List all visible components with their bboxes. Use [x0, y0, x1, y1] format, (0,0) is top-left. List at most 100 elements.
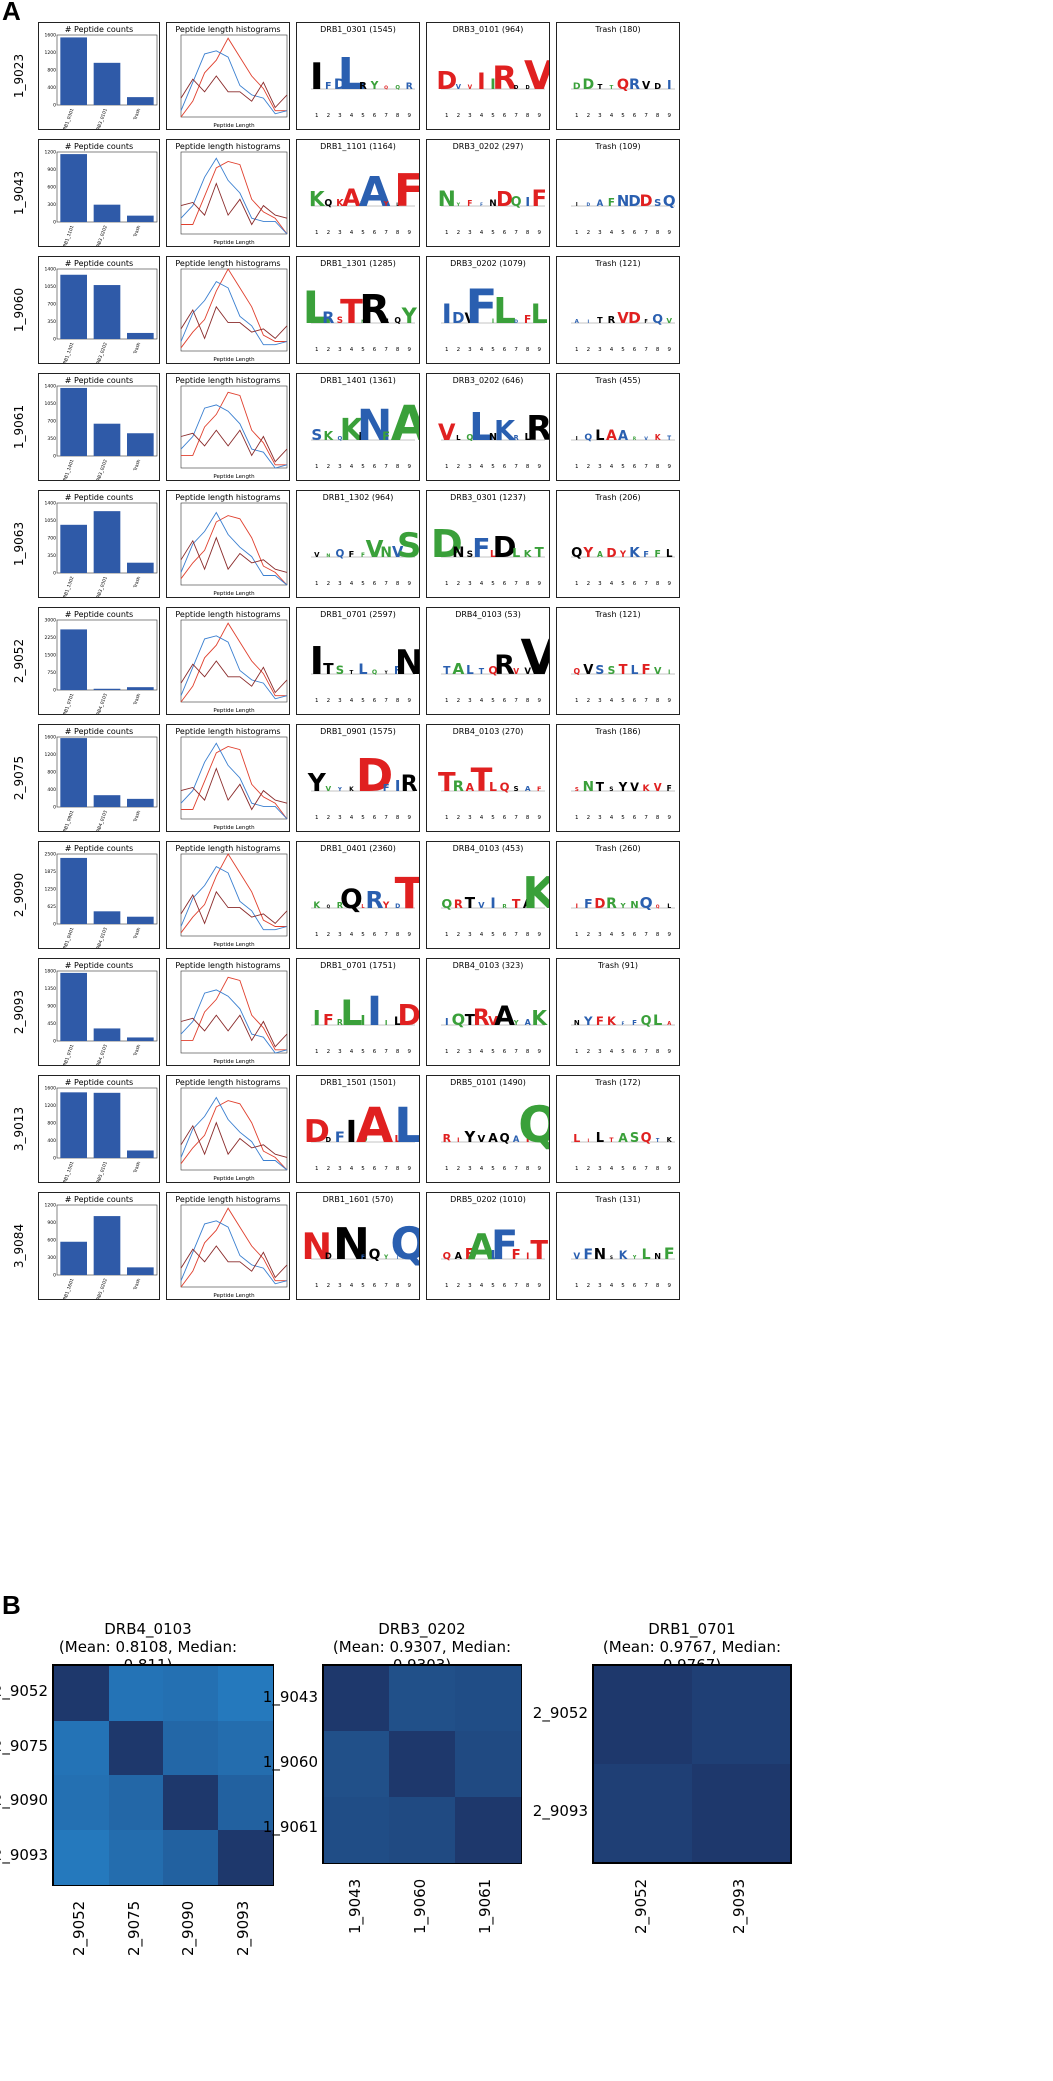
- logo-letter: T: [340, 292, 363, 331]
- logo-letter: T: [610, 85, 614, 91]
- logo-letter: F: [622, 1021, 625, 1027]
- logo-letter: T: [619, 663, 628, 678]
- peptide-length-histogram: Peptide length histograms Peptide Length: [166, 256, 290, 364]
- logo-letter: Y: [619, 901, 626, 910]
- heatmap-cell: [108, 1775, 164, 1830]
- heatmap-cell: [324, 1666, 390, 1732]
- logo-letter: L: [493, 291, 515, 332]
- histogram-series-line: [180, 890, 288, 925]
- logo-x-tick: 4: [350, 581, 354, 587]
- logo-letter: R: [406, 82, 413, 92]
- count-y-tick: 900: [47, 1004, 56, 1010]
- logo-letter: Q: [338, 436, 343, 442]
- sample-row: 3_9084 # Peptide counts DRB1_1601 DRB5_0202…: [0, 1192, 1053, 1300]
- logo-x-tick: 2: [327, 1283, 331, 1289]
- heatmap-cell: [324, 1731, 390, 1798]
- logo-title: Trash (206): [595, 493, 641, 502]
- logo-letter: T: [465, 1011, 476, 1029]
- logo-letter: T: [479, 667, 485, 676]
- sample-label-text: 1_9060: [12, 287, 26, 333]
- heatmap-x-label: 2_9052: [632, 1878, 650, 1934]
- histogram-title: Peptide length histograms: [175, 1078, 281, 1087]
- sample-label: 2_9093: [6, 958, 32, 1066]
- count-bar: [60, 37, 87, 105]
- logo-x-tick: 1: [575, 581, 579, 587]
- logo-x-tick: 6: [503, 1166, 507, 1172]
- sample-label-text: 3_9013: [12, 1106, 26, 1152]
- logo-x-tick: 4: [480, 698, 484, 704]
- peptide-counts-title: # Peptide counts: [64, 259, 134, 268]
- logo-letter: I: [668, 670, 670, 676]
- count-y-tick: 0: [53, 454, 56, 460]
- logo-letter: Y: [463, 1128, 475, 1146]
- logo-x-tick: 6: [633, 230, 637, 236]
- heatmap-cell: [217, 1775, 273, 1830]
- logo-x-tick: 3: [338, 113, 342, 119]
- sample-label-text: 1_9023: [12, 53, 26, 99]
- logo-letter: S: [338, 1255, 341, 1260]
- histogram-x-label: Peptide Length: [213, 1176, 255, 1182]
- count-y-tick: 350: [47, 436, 56, 442]
- heatmap-cell: [594, 1764, 692, 1862]
- logo-letter: R: [502, 904, 507, 910]
- logo-title: DRB1_1601 (570): [322, 1195, 394, 1204]
- logo-letter: F: [643, 549, 649, 559]
- logo-letter: S: [337, 316, 343, 326]
- histogram-x-label: Peptide Length: [213, 123, 255, 129]
- logo-letter: Y: [337, 787, 342, 793]
- logo-letter: Y: [456, 202, 461, 208]
- logo-letter: I: [346, 1115, 357, 1150]
- logo-letter: F: [664, 1244, 675, 1263]
- logo-letter: K: [524, 549, 533, 560]
- heatmap-y-label: 2_9075: [0, 1736, 48, 1755]
- logo-letter: I: [310, 639, 324, 684]
- histogram-title: Peptide length histograms: [175, 25, 281, 34]
- heatmap-x-label: 2_9052: [70, 1900, 89, 1956]
- sample-row: 1_9063 # Peptide counts DRB1_1302 DRB3_0301…: [0, 490, 1053, 598]
- count-tick-label: DRB3_0202: [94, 459, 109, 481]
- logo-x-tick: 6: [373, 1049, 377, 1055]
- logo-letter: A: [359, 168, 391, 216]
- heatmap-grid: [52, 1664, 274, 1886]
- logo-letter: F: [335, 1129, 345, 1146]
- histogram-series-line: [180, 767, 288, 811]
- logo-letter: D: [654, 81, 661, 91]
- logo-x-tick: 1: [575, 347, 579, 353]
- logo-x-tick: 2: [587, 1283, 591, 1289]
- heatmap-cell: [163, 1775, 218, 1830]
- logo-letter: D: [359, 430, 368, 443]
- logo-x-tick: 1: [315, 464, 319, 470]
- logo-letter: T: [597, 82, 602, 91]
- count-bar: [127, 562, 154, 573]
- logo-x-tick: 5: [621, 464, 625, 470]
- logo-letter: R: [443, 1132, 452, 1145]
- peptide-counts-chart: # Peptide counts DRB1_0701 DRB4_0103 Trash 0…: [38, 607, 160, 715]
- heatmap-y-label: 2_9052: [532, 1704, 588, 1722]
- logo-letter: K: [531, 1006, 548, 1030]
- heatmap-y-label: 1_9060: [262, 1753, 318, 1771]
- logo-x-tick: 7: [514, 932, 518, 938]
- logo-x-tick: 5: [491, 581, 495, 587]
- logo-letter: R: [633, 436, 637, 441]
- logo-x-tick: 4: [610, 1049, 614, 1055]
- logo-x-tick: 3: [338, 1049, 342, 1055]
- logo-x-tick: 4: [350, 815, 354, 821]
- logo-letter: Q: [518, 1096, 550, 1154]
- logo-letter: Y: [513, 1019, 519, 1027]
- count-y-tick: 350: [47, 319, 56, 325]
- logo-letter: A: [452, 660, 464, 678]
- logo-x-tick: 9: [667, 1283, 671, 1289]
- sample-row: 1_9060 # Peptide counts DRB1_1301 DRB3_0202…: [0, 256, 1053, 364]
- logo-x-tick: 6: [633, 815, 637, 821]
- count-tick-label: Trash: [132, 1044, 142, 1058]
- logo-x-tick: 3: [468, 1283, 472, 1289]
- logo-letter: D: [452, 309, 464, 327]
- histogram-series-line: [181, 391, 287, 466]
- logo-x-tick: 9: [537, 347, 541, 353]
- logo-x-tick: 4: [610, 347, 614, 353]
- logo-letter: R: [359, 81, 367, 92]
- count-bar: [60, 738, 87, 807]
- sequence-logo: DRB1_0701 (1751) I 1 F 2 R 3 L 4 I 5 I 6 I 7 L 8 D 9: [296, 958, 420, 1066]
- logo-letter: R: [359, 287, 390, 333]
- logo-x-tick: 7: [514, 1049, 518, 1055]
